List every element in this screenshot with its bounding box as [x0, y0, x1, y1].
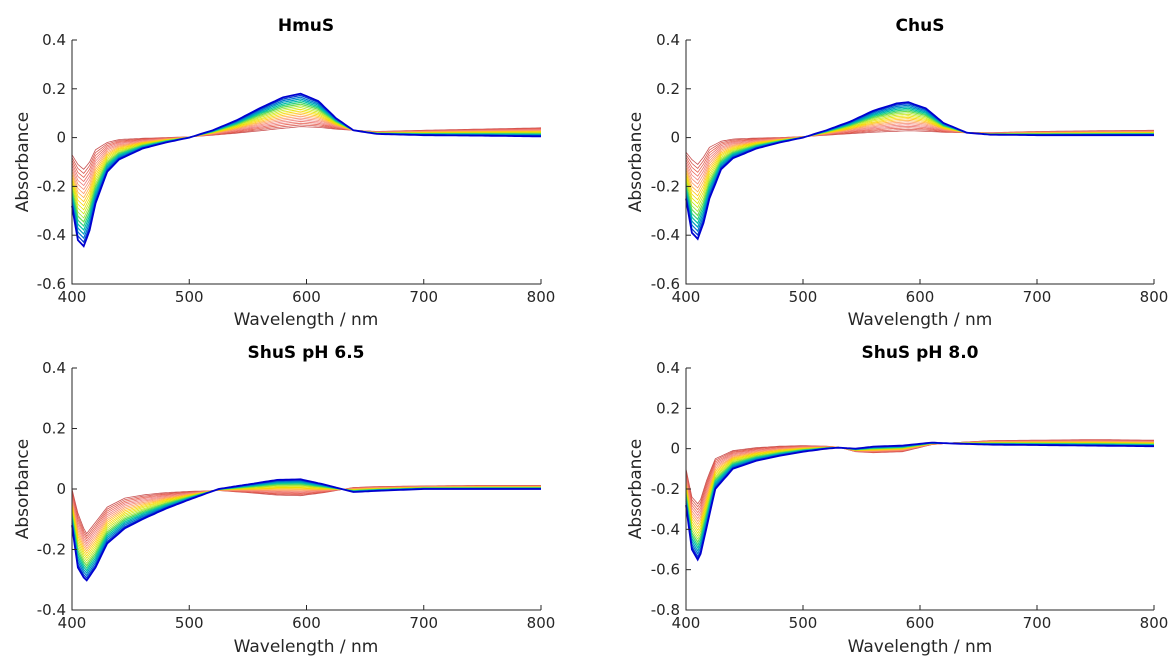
- plot-area: [685, 439, 1155, 562]
- x-tick-label: 700: [1023, 614, 1052, 632]
- x-tick-label: 800: [527, 288, 556, 306]
- x-tick-label: 400: [58, 614, 87, 632]
- spectrum-line: [685, 118, 1154, 197]
- y-axis-label: Absorbance: [626, 439, 646, 539]
- y-tick-label: -0.4: [651, 226, 680, 244]
- spectrum-line: [685, 442, 1154, 558]
- y-tick-label: -0.2: [651, 480, 680, 498]
- spectrum-line: [71, 484, 541, 564]
- x-tick-label: 400: [672, 614, 701, 632]
- y-axis-label: Absorbance: [13, 112, 33, 212]
- axes-frame: [71, 40, 541, 285]
- panel-title: HmuS: [278, 16, 334, 36]
- axes-frame: [685, 40, 1154, 285]
- panel-chus: ChuS 400 500 600 700 800-0.6-0.4-0.200.20.4 …: [626, 16, 1168, 330]
- x-tick-label: 600: [906, 288, 935, 306]
- tick-marks: 400 500 600 700 800 -0.6 -0.4 -0.2 0 0.2 0.4: [651, 31, 1169, 306]
- spectrum-line: [71, 92, 542, 248]
- x-tick-label: 700: [409, 614, 438, 632]
- y-tick-label: -0.6: [651, 275, 680, 293]
- x-tick-label: 800: [1140, 614, 1169, 632]
- x-tick-label: 500: [789, 288, 818, 306]
- y-tick-label: 0.2: [42, 420, 66, 438]
- x-tick-label: 500: [175, 288, 204, 306]
- spectrum-line: [685, 441, 1154, 562]
- y-tick-label: -0.2: [651, 177, 680, 195]
- plot-area: [71, 478, 541, 582]
- spectrum-line: [71, 108, 541, 211]
- x-tick-label: 600: [292, 614, 321, 632]
- y-axis-label: Absorbance: [626, 112, 646, 212]
- y-tick-label: 0: [56, 480, 66, 498]
- y-tick-label: -0.4: [651, 520, 680, 538]
- spectrum-line: [71, 478, 541, 582]
- y-tick-label: 0: [56, 129, 66, 147]
- y-axis-label: Absorbance: [13, 439, 33, 539]
- y-tick-label: -0.2: [37, 541, 66, 559]
- y-tick-label: 0.4: [42, 31, 66, 49]
- y-tick-label: -0.6: [651, 561, 680, 579]
- panel-title: ChuS: [896, 16, 945, 36]
- x-axis-label: Wavelength / nm: [848, 310, 993, 330]
- spectrum-line: [685, 104, 1154, 233]
- panel-title: ShuS pH 8.0: [861, 343, 978, 363]
- x-tick-label: 800: [527, 614, 556, 632]
- y-tick-label: 0: [670, 440, 680, 458]
- x-tick-label: 400: [672, 288, 701, 306]
- y-tick-label: -0.2: [37, 177, 66, 195]
- spectrum-line: [685, 442, 1154, 555]
- spectrum-line: [685, 101, 1154, 241]
- y-tick-label: -0.6: [37, 275, 66, 293]
- y-tick-label: -0.4: [37, 601, 66, 619]
- plot-area: [685, 101, 1155, 241]
- y-tick-label: 0.2: [656, 399, 680, 417]
- y-tick-label: -0.4: [37, 226, 66, 244]
- panel-shus-ph-8-0: ShuS pH 8.0 400 500 600 700 800 -0.8 -0.6 -0.4 -…: [626, 343, 1168, 657]
- x-tick-label: 500: [175, 614, 204, 632]
- spectrum-line: [71, 115, 542, 195]
- tick-marks: 400 500 600 700 800 -0.6 -0.4 -0.2 0 0.2 0.4: [37, 31, 556, 306]
- spectrum-line: [71, 101, 541, 228]
- y-tick-label: 0.2: [656, 80, 680, 98]
- y-tick-label: 0.4: [656, 359, 680, 377]
- x-tick-label: 600: [906, 614, 935, 632]
- plot-area: [71, 92, 542, 248]
- x-tick-label: 700: [409, 288, 438, 306]
- panel-title: ShuS pH 6.5: [247, 343, 364, 363]
- spectrum-line: [71, 112, 542, 203]
- x-axis-label: Wavelength / nm: [848, 637, 993, 657]
- spectrum-line: [71, 96, 541, 240]
- spectrum-line: [71, 117, 541, 191]
- spectrum-line: [685, 107, 1154, 225]
- y-tick-label: 0.4: [656, 31, 680, 49]
- x-tick-label: 700: [1023, 288, 1052, 306]
- x-axis-label: Wavelength / nm: [234, 310, 379, 330]
- axes-frame: [685, 368, 1154, 611]
- y-tick-label: 0.2: [42, 80, 66, 98]
- x-tick-label: 400: [58, 288, 87, 306]
- spectrum-line: [71, 105, 541, 219]
- y-tick-label: 0.4: [42, 359, 66, 377]
- y-tick-label: 0: [670, 129, 680, 147]
- x-tick-label: 500: [789, 614, 818, 632]
- x-tick-label: 800: [1140, 288, 1169, 306]
- x-axis-label: Wavelength / nm: [234, 637, 379, 657]
- y-tick-label: -0.8: [651, 601, 680, 619]
- panel-shus-ph-6-5: ShuS pH 6.5 400 500 600 700 800 -0.4 -0.2 0 0.2 0…: [13, 343, 555, 657]
- panel-hmus: HmuS 400 500 600 700 800-0.6-0.4-0.200.20.4 …: [13, 16, 555, 330]
- spectrum-line: [71, 481, 541, 574]
- tick-marks: 400 500 600 700 800 -0.4 -0.2 0 0.2 0.4: [37, 359, 556, 632]
- x-tick-label: 600: [292, 288, 321, 306]
- tick-marks: 400 500 600 700 800 -0.8 -0.6 -0.4 -0.2 0 0.2 0.4: [651, 359, 1169, 632]
